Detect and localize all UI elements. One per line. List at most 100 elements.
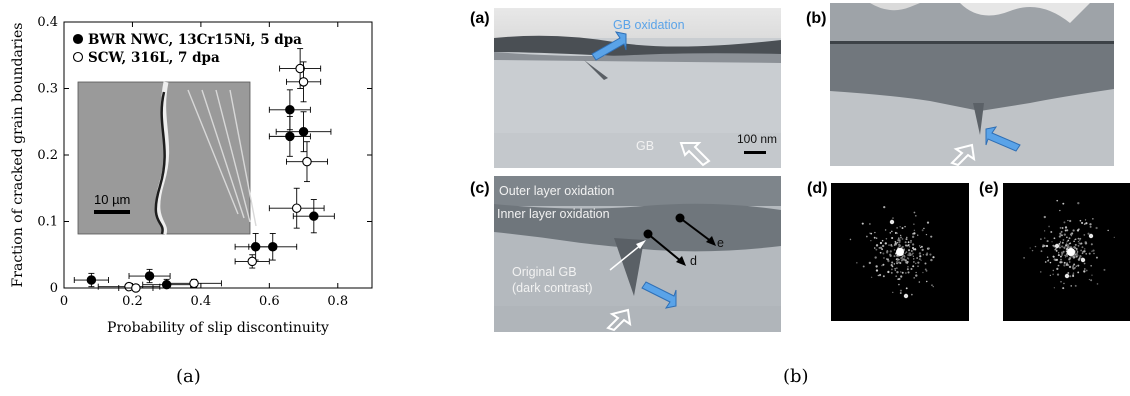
fft-speckle bbox=[1081, 246, 1084, 249]
fft-speckle bbox=[910, 242, 912, 244]
fft-speckle bbox=[892, 291, 894, 293]
fft-speckle bbox=[1081, 221, 1084, 225]
fft-speckle bbox=[1066, 246, 1069, 249]
fft-speckle bbox=[894, 269, 896, 272]
fft-speckle bbox=[916, 257, 918, 259]
fft-speckle bbox=[1060, 234, 1063, 237]
fft-speckle bbox=[1096, 283, 1099, 285]
fft-speckle bbox=[1044, 261, 1047, 263]
fft-speckle bbox=[1063, 246, 1066, 249]
fft-speckle bbox=[886, 258, 889, 261]
micrograph-b-image bbox=[830, 3, 1114, 166]
fft-speckle bbox=[877, 274, 880, 277]
fft-speckle bbox=[1091, 274, 1093, 276]
fft-speckle bbox=[1089, 223, 1092, 226]
fft-speckle bbox=[926, 280, 928, 283]
fft-speckle bbox=[1077, 244, 1080, 247]
fft-speckle bbox=[1052, 255, 1055, 258]
fft-speckle bbox=[861, 222, 864, 225]
fft-speckle bbox=[1066, 247, 1069, 251]
fft-speckle bbox=[907, 266, 909, 268]
fft-speckle bbox=[1023, 257, 1025, 259]
fft-speckle bbox=[1053, 287, 1055, 289]
fft-speckle bbox=[889, 232, 892, 234]
fft-central-spot bbox=[1067, 248, 1075, 256]
fft-speckle bbox=[1078, 242, 1081, 245]
fft-speckle bbox=[887, 270, 890, 274]
fft-speckle bbox=[1071, 255, 1074, 258]
fft-speckle bbox=[885, 238, 888, 240]
fft-speckle bbox=[1049, 261, 1052, 264]
fft-speckle bbox=[883, 257, 885, 259]
fft-speckle bbox=[898, 261, 901, 264]
fft-speckle bbox=[1062, 287, 1065, 290]
fft-speckle bbox=[1077, 202, 1080, 205]
fft-speckle bbox=[1065, 242, 1068, 244]
fft-speckle bbox=[912, 243, 915, 246]
fft-speckle bbox=[914, 262, 917, 265]
fft-speckle bbox=[931, 284, 933, 286]
fft-speckle bbox=[873, 247, 876, 249]
y-tick-label: 0.4 bbox=[37, 15, 58, 30]
fft-speckle bbox=[1077, 264, 1080, 267]
fft-speckle bbox=[896, 241, 899, 244]
inner-layer-label: Inner layer oxidation bbox=[497, 207, 610, 221]
x-axis-label: Probability of slip discontinuity bbox=[107, 320, 329, 336]
fft-speckle bbox=[890, 264, 893, 267]
fft-speckle bbox=[1055, 258, 1058, 262]
fft-speckle bbox=[905, 272, 907, 274]
fft-speckle bbox=[1042, 245, 1044, 248]
fft-speckle bbox=[882, 275, 885, 278]
fft-speckle bbox=[888, 244, 890, 246]
fft-speckle bbox=[1062, 202, 1065, 205]
fft-speckle bbox=[917, 265, 919, 268]
fft-speckle bbox=[1069, 261, 1071, 263]
fft-speckle bbox=[1063, 264, 1066, 267]
fft-speckle bbox=[1066, 262, 1068, 265]
fft-diffraction-spot bbox=[1080, 257, 1086, 263]
legend-label: SCW, 316L, 7 dpa bbox=[88, 50, 220, 66]
fft-speckle bbox=[910, 240, 912, 242]
legend-marker bbox=[72, 33, 84, 45]
fft-speckle bbox=[1047, 259, 1049, 262]
fft-speckle bbox=[894, 267, 897, 270]
fft-speckle bbox=[894, 242, 897, 245]
fft-speckle bbox=[1073, 263, 1076, 266]
fft-speckle bbox=[1060, 258, 1062, 261]
inset-slip-line bbox=[187, 89, 239, 215]
fft-speckle bbox=[1067, 219, 1069, 222]
caption-left: (a) bbox=[176, 366, 201, 387]
fft-speckle bbox=[1059, 209, 1061, 212]
fft-speckle bbox=[1057, 264, 1060, 267]
fft-speckle bbox=[901, 238, 904, 240]
fft-speckle bbox=[1031, 249, 1034, 252]
fft-speckle bbox=[893, 249, 896, 251]
fft-speckle bbox=[925, 269, 928, 272]
fft-speckle bbox=[904, 259, 907, 262]
fft-speckle bbox=[874, 231, 876, 234]
fft-speckle bbox=[923, 227, 925, 230]
fft-speckle bbox=[875, 244, 879, 247]
fft-speckle bbox=[1107, 229, 1109, 232]
blue-arrow-icon bbox=[591, 31, 627, 61]
fft-speckle bbox=[1090, 243, 1093, 246]
fft-speckle bbox=[1072, 229, 1075, 232]
fft-speckle bbox=[915, 271, 917, 274]
fft-speckle bbox=[1058, 246, 1061, 249]
fft-speckle bbox=[1072, 266, 1074, 269]
fft-speckle bbox=[1057, 254, 1060, 257]
fft-speckle bbox=[1079, 219, 1082, 222]
caption-right: (b) bbox=[783, 366, 809, 387]
fft-speckle bbox=[908, 254, 911, 257]
fft-speckle bbox=[908, 245, 911, 248]
fft-speckle bbox=[932, 256, 935, 259]
fft-speckle bbox=[898, 283, 900, 286]
fft-speckle bbox=[1082, 250, 1085, 253]
fft-speckle bbox=[904, 252, 907, 255]
fft-speckle bbox=[891, 245, 893, 248]
fft-speckle bbox=[1067, 239, 1070, 242]
fft-speckle bbox=[912, 258, 915, 260]
fft-speckle bbox=[1056, 267, 1059, 270]
fft-speckle bbox=[1051, 241, 1053, 243]
fft-speckle bbox=[893, 244, 896, 246]
